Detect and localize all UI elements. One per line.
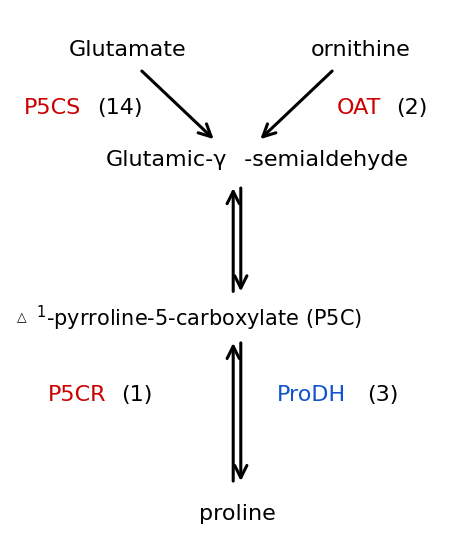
Text: △: △ [17, 311, 26, 325]
Text: (14): (14) [97, 98, 143, 118]
Text: (2): (2) [396, 98, 427, 118]
Text: P5CS: P5CS [24, 98, 81, 118]
Text: P5CR: P5CR [47, 385, 106, 405]
Text: OAT: OAT [337, 98, 381, 118]
Text: ornithine: ornithine [310, 40, 410, 60]
Text: (1): (1) [121, 385, 152, 405]
Text: $^1$-pyrroline-5-carboxylate (P5C): $^1$-pyrroline-5-carboxylate (P5C) [36, 304, 362, 332]
Text: proline: proline [199, 504, 275, 524]
Text: -semialdehyde: -semialdehyde [237, 150, 408, 170]
Text: Glutamic-γ: Glutamic-γ [106, 150, 228, 170]
Text: (3): (3) [367, 385, 399, 405]
Text: Glutamate: Glutamate [69, 40, 187, 60]
Text: ProDH: ProDH [277, 385, 346, 405]
